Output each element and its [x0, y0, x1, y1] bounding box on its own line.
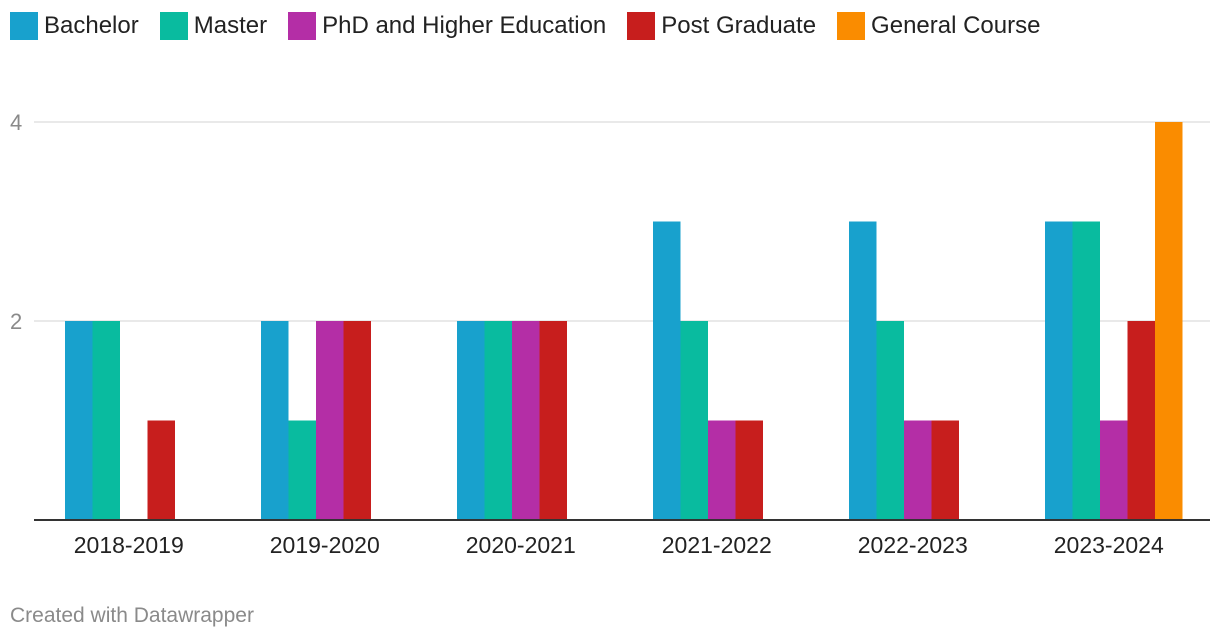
bar-2018-2019-post-graduate: [147, 420, 175, 520]
bar-2019-2020-master: [288, 420, 316, 520]
legend-swatch: [10, 12, 38, 40]
legend-label: Master: [193, 12, 268, 39]
gridlines: 24: [10, 110, 1210, 334]
bar-2023-2024-general-course: [1155, 122, 1183, 520]
legend-swatch: [627, 12, 656, 40]
bars: [65, 122, 1183, 520]
footer-credit: Created with Datawrapper: [10, 604, 254, 627]
bar-2021-2022-phd-and-higher-education: [708, 420, 736, 520]
bar-2019-2020-post-graduate: [343, 321, 371, 520]
bar-2020-2021-post-graduate: [539, 321, 567, 520]
legend-item-4: General Course: [837, 12, 1040, 40]
bar-2022-2023-master: [876, 321, 904, 520]
legend-label: Post Graduate: [661, 12, 817, 39]
legend-label: Bachelor: [44, 12, 139, 39]
x-category-label: 2021-2022: [662, 532, 772, 558]
bar-2021-2022-master: [680, 321, 708, 520]
y-tick-label: 4: [10, 110, 22, 135]
x-category-label: 2020-2021: [466, 532, 576, 558]
bar-2022-2023-phd-and-higher-education: [904, 420, 932, 520]
bar-2022-2023-bachelor: [849, 221, 877, 520]
bar-2021-2022-bachelor: [653, 221, 681, 520]
legend-swatch: [159, 12, 188, 40]
bar-2023-2024-post-graduate: [1127, 321, 1155, 520]
legend-item-1: Master: [159, 12, 268, 40]
bar-2021-2022-post-graduate: [735, 420, 763, 520]
bar-2023-2024-phd-and-higher-education: [1100, 420, 1128, 520]
legend-item-0: Bachelor: [10, 12, 139, 40]
legend-label: General Course: [871, 12, 1041, 39]
legend-item-3: Post Graduate: [627, 12, 816, 40]
axes: 2018-2019 2019-2020 2020-2021 2021-2022 2022…: [34, 519, 1210, 558]
bar-2018-2019-bachelor: [65, 321, 93, 520]
x-category-label: 2023-2024: [1054, 532, 1164, 558]
bar-2023-2024-master: [1072, 221, 1100, 520]
bar-2019-2020-bachelor: [261, 321, 289, 520]
bar-2020-2021-bachelor: [457, 321, 485, 520]
bar-2018-2019-master: [92, 321, 120, 520]
x-category-label: 2018-2019: [74, 532, 184, 558]
legend-swatch: [288, 12, 317, 40]
bar-2020-2021-phd-and-higher-education: [512, 321, 540, 520]
legend-swatch: [837, 12, 866, 40]
bar-2019-2020-phd-and-higher-education: [316, 321, 344, 520]
bar-2022-2023-post-graduate: [931, 420, 959, 520]
bar-2023-2024-bachelor: [1045, 221, 1073, 520]
bar-2020-2021-master: [484, 321, 512, 520]
legend-item-2: PhD and Higher Education: [288, 12, 606, 40]
y-tick-label: 2: [10, 309, 22, 334]
legend: Bachelor Master PhD and Higher Education Po…: [10, 12, 1061, 40]
x-category-label: 2019-2020: [270, 532, 380, 558]
x-category-label: 2022-2023: [858, 532, 968, 558]
legend-label: PhD and Higher Education: [322, 12, 607, 39]
